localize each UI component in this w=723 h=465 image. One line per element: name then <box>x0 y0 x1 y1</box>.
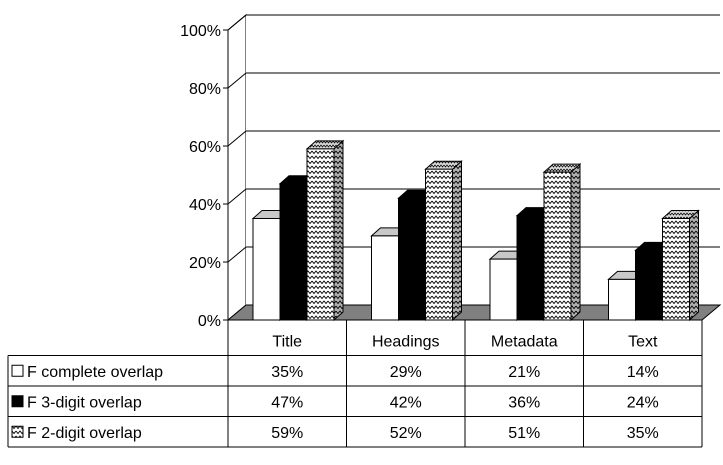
bar <box>542 162 582 322</box>
y-tick-label: 80% <box>189 81 221 98</box>
y-tick-label: 40% <box>189 197 221 214</box>
data-label: 47% <box>271 394 303 411</box>
category-label: Text <box>628 333 658 350</box>
bar-front <box>489 258 518 321</box>
legend-label: F 3-digit overlap <box>27 394 142 411</box>
data-label: 42% <box>390 394 422 411</box>
legend-label: F 2-digit overlap <box>27 425 142 442</box>
bar-side <box>689 209 699 322</box>
bar-front <box>608 278 636 321</box>
bar-front <box>635 249 663 321</box>
data-label: 59% <box>271 425 303 442</box>
bar <box>661 209 700 322</box>
bar-front <box>306 148 335 321</box>
legend-key <box>11 395 24 408</box>
y-tick-label: 20% <box>189 255 221 272</box>
bar-front <box>543 171 572 321</box>
bars <box>251 139 700 322</box>
bar-front <box>398 197 426 321</box>
bar <box>424 160 463 322</box>
gridline <box>227 14 720 31</box>
category-label: Headings <box>372 333 440 350</box>
y-tick-label: 100% <box>180 23 221 40</box>
bar-front <box>279 183 308 321</box>
bar-side <box>333 139 344 322</box>
legend-key <box>11 364 24 377</box>
bar-front <box>252 218 281 321</box>
y-tick-label: 60% <box>189 139 221 156</box>
data-label: 21% <box>508 364 540 381</box>
bar-front <box>662 218 690 321</box>
bar-side <box>452 160 462 322</box>
side-wall <box>227 13 247 322</box>
y-axis: 0% 20% 40% 60% 80% 100% <box>180 23 228 330</box>
data-label: 51% <box>508 425 540 442</box>
legend-label: F complete overlap <box>27 364 163 381</box>
data-table: Title Headings Metadata Text F complete over… <box>7 320 703 448</box>
y-tick-label: 0% <box>198 313 221 330</box>
data-label: 24% <box>627 394 659 411</box>
bar-front <box>371 235 399 321</box>
category-label: Title <box>272 333 302 350</box>
category-label: Metadata <box>491 333 558 350</box>
gridline <box>227 130 720 147</box>
bar-side <box>570 162 581 322</box>
bar-front <box>425 168 453 321</box>
gridline <box>227 72 720 89</box>
data-label: 14% <box>627 364 659 381</box>
bar <box>305 139 345 322</box>
data-label: 35% <box>271 364 303 381</box>
data-label: 52% <box>390 425 422 442</box>
legend-key <box>11 425 24 438</box>
data-label: 35% <box>627 425 659 442</box>
bar-front <box>516 215 545 321</box>
data-label: 36% <box>508 394 540 411</box>
data-label: 29% <box>390 364 422 381</box>
